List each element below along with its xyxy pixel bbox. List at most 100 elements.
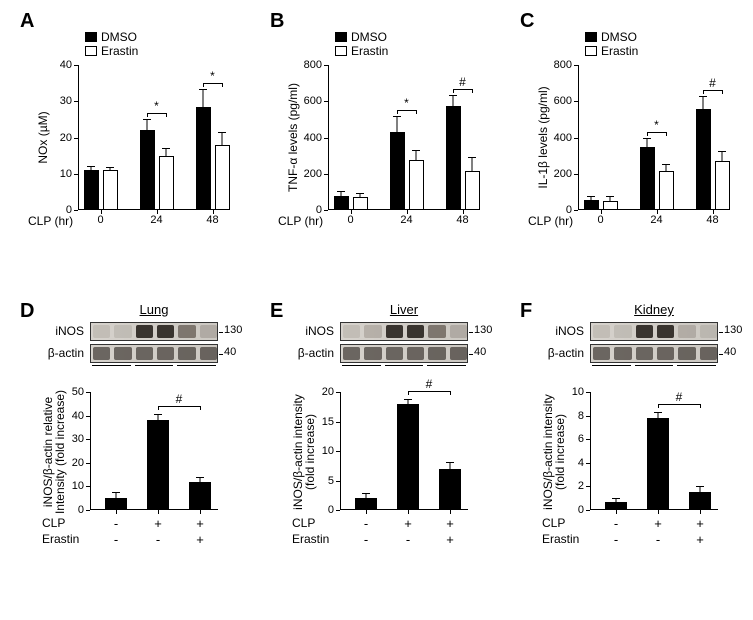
legend-erastin: Erastin: [351, 44, 388, 58]
legend-dmso: DMSO: [601, 30, 637, 44]
legend-dmso: DMSO: [351, 30, 387, 44]
blot-row-label: iNOS: [520, 324, 584, 338]
significance-symbol: #: [459, 75, 466, 89]
bar: [215, 145, 230, 210]
significance-symbol: *: [210, 69, 215, 83]
blot-lane: [386, 347, 403, 360]
condition-symbol: +: [446, 516, 454, 531]
x-axis-label: CLP (hr): [28, 214, 73, 228]
blot-row-label: β-actin: [20, 346, 84, 360]
condition-symbol: +: [696, 516, 704, 531]
blot-lane: [407, 347, 424, 360]
legend: DMSOErastin: [335, 30, 388, 58]
blot-lane: [200, 325, 217, 338]
condition-symbol: -: [614, 532, 618, 547]
blot-row-label: β-actin: [270, 346, 334, 360]
y-axis-label: NOx (µM): [36, 65, 50, 210]
blot-lane: [364, 347, 381, 360]
bar: [715, 161, 730, 210]
condition-label-erastin: Erastin: [542, 532, 579, 546]
bar: [603, 201, 618, 210]
blot-lane: [428, 325, 445, 338]
legend-dmso: DMSO: [101, 30, 137, 44]
y-axis-label: IL-1β levels (pg/ml): [536, 65, 550, 210]
bar: [397, 404, 419, 510]
bar: [696, 109, 711, 210]
blot-lane: [678, 325, 695, 338]
blot-lane: [343, 347, 360, 360]
y-axis-label: iNOS/β-actin relativeIntensity (fold inc…: [42, 388, 66, 516]
mw-label: 130: [724, 324, 742, 336]
significance-symbol: #: [176, 392, 183, 406]
condition-label-clp: CLP: [292, 516, 315, 530]
panel-label-D: D: [20, 300, 34, 323]
legend: DMSOErastin: [85, 30, 138, 58]
blot-lane: [614, 325, 631, 338]
blot-lane: [450, 347, 467, 360]
condition-symbol: +: [404, 516, 412, 531]
bar: [84, 170, 99, 210]
mw-label: 130: [474, 324, 492, 336]
blot-lane: [428, 347, 445, 360]
condition-symbol: -: [656, 532, 660, 547]
blot-lane: [136, 347, 153, 360]
tissue-title: Liver: [340, 302, 468, 317]
panel-B: BDMSOErastin0200400600800TNF-α levels (p…: [270, 10, 500, 270]
condition-symbol: -: [614, 516, 618, 531]
chart-A: 010203040NOx (µM)02448**CLP (hr): [78, 65, 223, 210]
blot-lane: [407, 325, 424, 338]
condition-label-clp: CLP: [42, 516, 65, 530]
condition-symbol: -: [406, 532, 410, 547]
significance-symbol: *: [404, 96, 409, 110]
bar: [439, 469, 461, 510]
condition-symbol: +: [196, 532, 204, 547]
x-category: 48: [206, 214, 218, 226]
mw-label: 130: [224, 324, 242, 336]
blot-lane: [157, 325, 174, 338]
blot-lane: [593, 347, 610, 360]
chart-C: 0200400600800IL-1β levels (pg/ml)02448*#…: [578, 65, 723, 210]
x-category: 48: [456, 214, 468, 226]
condition-label-clp: CLP: [542, 516, 565, 530]
bar: [103, 170, 118, 210]
blot-lane: [200, 347, 217, 360]
blot-lane: [678, 347, 695, 360]
blot-lane: [178, 347, 195, 360]
blot-lane: [178, 325, 195, 338]
legend-erastin: Erastin: [601, 44, 638, 58]
blot-lane: [114, 325, 131, 338]
condition-symbol: +: [696, 532, 704, 547]
blot-row-label: iNOS: [20, 324, 84, 338]
bar: [105, 498, 127, 510]
condition-symbol: +: [154, 516, 162, 531]
condition-symbol: -: [114, 516, 118, 531]
bar: [334, 196, 349, 211]
blot-lane: [614, 347, 631, 360]
bar: [446, 106, 461, 210]
mw-label: 40: [474, 346, 486, 358]
bar: [584, 200, 599, 210]
significance-symbol: #: [709, 76, 716, 90]
panel-label-A: A: [20, 10, 34, 33]
significance-symbol: *: [654, 118, 659, 132]
x-category: 0: [347, 214, 353, 226]
y-axis-label: iNOS/β-actin intensity(fold increase): [542, 388, 566, 516]
bar: [390, 132, 405, 210]
condition-symbol: -: [364, 532, 368, 547]
bar: [640, 147, 655, 210]
x-category: 0: [597, 214, 603, 226]
panel-label-B: B: [270, 10, 284, 33]
blot-lane: [114, 347, 131, 360]
condition-label-erastin: Erastin: [42, 532, 79, 546]
blot-lane: [157, 347, 174, 360]
blot-lane: [136, 325, 153, 338]
bar: [465, 171, 480, 210]
condition-symbol: +: [654, 516, 662, 531]
blot-lane: [93, 325, 110, 338]
x-axis-label: CLP (hr): [528, 214, 573, 228]
western-blot: [340, 344, 468, 363]
western-blot: [90, 322, 218, 341]
x-category: 48: [706, 214, 718, 226]
condition-symbol: +: [196, 516, 204, 531]
blot-lane: [364, 325, 381, 338]
